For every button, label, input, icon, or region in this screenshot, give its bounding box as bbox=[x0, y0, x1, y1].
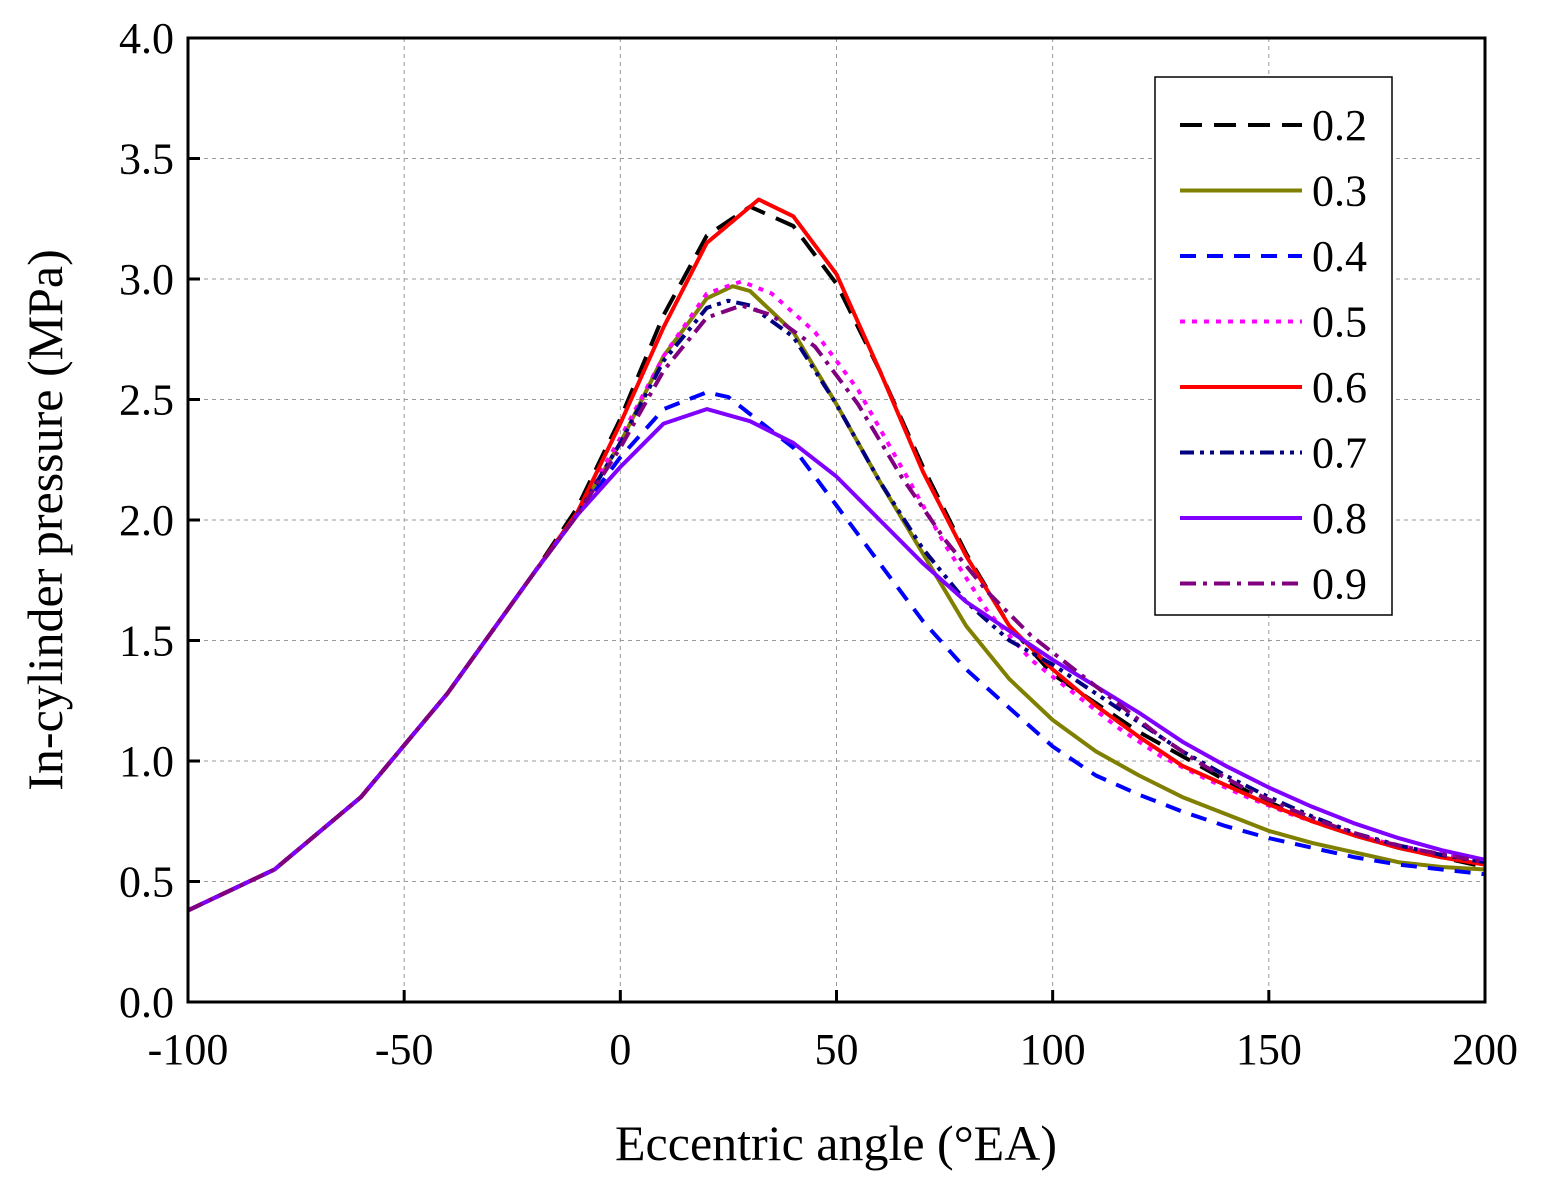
y-axis-title: In-cylinder pressure (MPa) bbox=[17, 249, 73, 790]
legend-label-0.8: 0.8 bbox=[1312, 494, 1367, 543]
legend-label-0.3: 0.3 bbox=[1312, 167, 1367, 216]
y-tick-label: 2.5 bbox=[119, 376, 174, 425]
legend-label-0.6: 0.6 bbox=[1312, 363, 1367, 412]
x-tick-label: -50 bbox=[375, 1025, 434, 1074]
y-tick-label: 1.5 bbox=[119, 617, 174, 666]
axis-ticks: -100 -50 0 50 100 150 200 0.0 0.5 1.0 1.5 2.0 2.5 3.0… bbox=[119, 14, 1518, 1074]
legend-box bbox=[1154, 76, 1393, 616]
legend-label-0.2: 0.2 bbox=[1312, 101, 1367, 150]
x-tick-label: 0 bbox=[609, 1025, 631, 1074]
x-tick-label: -100 bbox=[148, 1025, 229, 1074]
y-tick-label: 0.0 bbox=[119, 978, 174, 1027]
y-tick-label: 4.0 bbox=[119, 14, 174, 63]
legend-label-0.7: 0.7 bbox=[1312, 429, 1367, 478]
x-tick-label: 100 bbox=[1020, 1025, 1086, 1074]
legend-label-0.9: 0.9 bbox=[1312, 560, 1367, 609]
x-tick-label: 150 bbox=[1236, 1025, 1302, 1074]
legend: 0.2 0.3 0.4 0.5 0.6 0.7 0.8 0.9 bbox=[1154, 76, 1393, 616]
y-tick-label: 3.0 bbox=[119, 255, 174, 304]
y-tick-label: 1.0 bbox=[119, 737, 174, 786]
legend-label-0.5: 0.5 bbox=[1312, 298, 1367, 347]
series-lines bbox=[187, 197, 1486, 913]
legend-label-0.4: 0.4 bbox=[1312, 232, 1367, 281]
y-tick-label: 0.5 bbox=[119, 858, 174, 907]
y-tick-label: 2.0 bbox=[119, 496, 174, 545]
x-axis-title: Eccentric angle (°EA) bbox=[615, 1115, 1057, 1171]
x-tick-label: 50 bbox=[815, 1025, 859, 1074]
x-tick-label: 200 bbox=[1452, 1025, 1518, 1074]
y-tick-label: 3.5 bbox=[119, 135, 174, 184]
series-line-0.9 bbox=[187, 303, 1486, 913]
